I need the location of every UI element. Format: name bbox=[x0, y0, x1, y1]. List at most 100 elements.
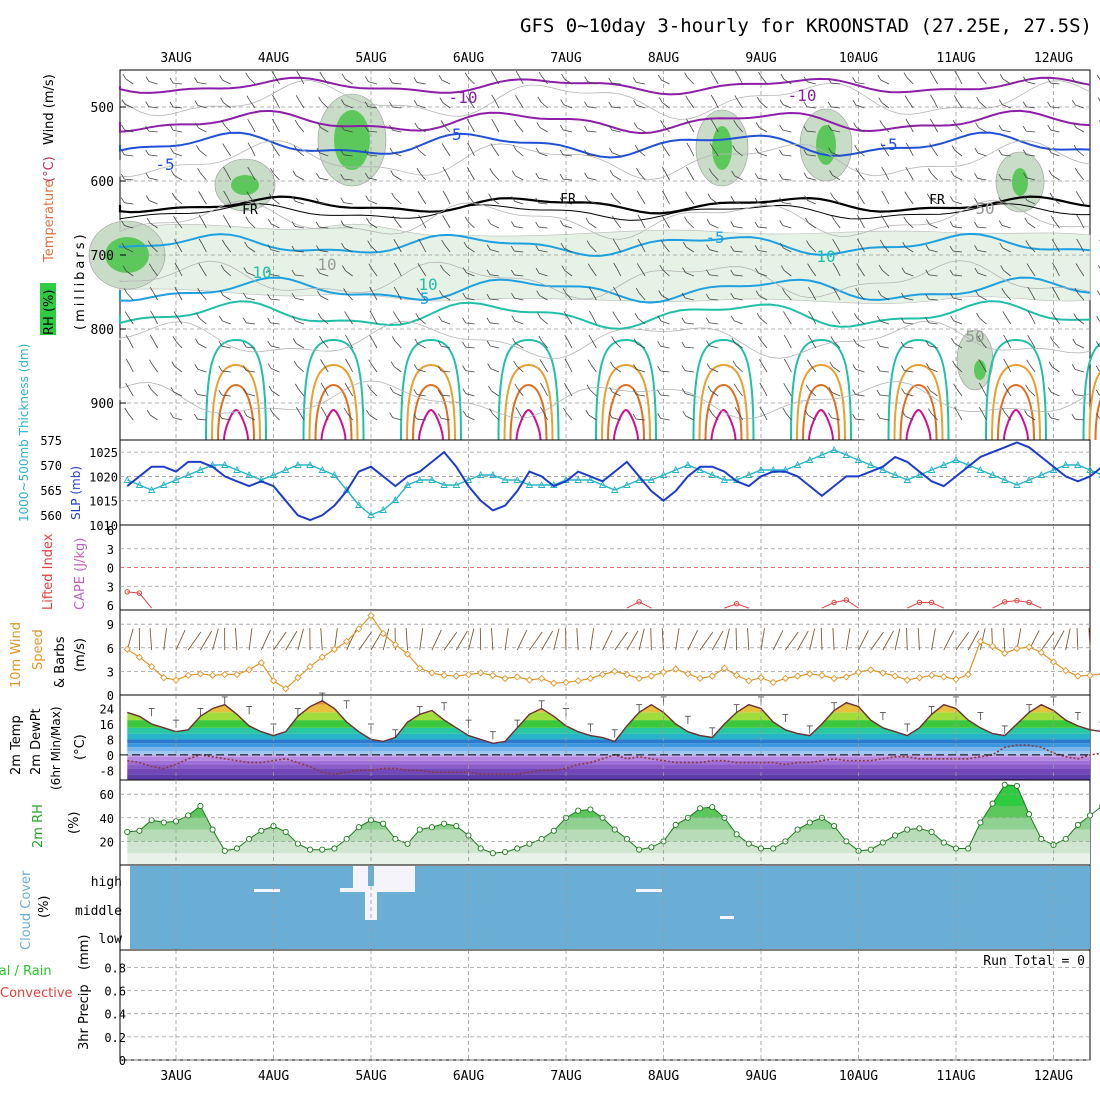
rh-point bbox=[611, 826, 618, 833]
surface-wind-barb bbox=[1053, 630, 1065, 651]
run-total: Run Total = 0 bbox=[983, 954, 1085, 969]
rh-point bbox=[550, 827, 557, 834]
lifted-index-point bbox=[124, 589, 130, 595]
upper-wind-barb-flag bbox=[754, 197, 759, 204]
wind-speed-point bbox=[1013, 644, 1021, 653]
temp-band bbox=[127, 751, 1090, 755]
upper-wind-barb-flag bbox=[1003, 334, 1007, 341]
contour-label: FR bbox=[929, 193, 945, 208]
upper-wind-barb bbox=[396, 316, 402, 325]
rh-point bbox=[806, 819, 813, 826]
date-label: 7AUG bbox=[550, 51, 581, 66]
upper-wind-barb bbox=[689, 147, 695, 157]
upper-wind-barb-flag bbox=[658, 97, 663, 103]
upper-wind-barb-flag bbox=[413, 389, 418, 395]
wind-speed-point bbox=[477, 669, 485, 677]
upper-wind-barb-flag bbox=[878, 97, 883, 103]
upper-wind-barb-flag bbox=[905, 166, 910, 173]
date-label: 4AUG bbox=[258, 1069, 289, 1084]
upper-wind-barb-flag bbox=[974, 147, 979, 154]
upper-wind-barb bbox=[980, 340, 987, 349]
upper-wind-barb-flag bbox=[271, 71, 276, 77]
upper-wind-barb-flag bbox=[759, 406, 764, 413]
thickness-point bbox=[537, 481, 546, 488]
upper-wind-barb-flag bbox=[783, 358, 788, 365]
upper-wind-barb bbox=[343, 129, 353, 133]
upper-wind-barb bbox=[855, 394, 865, 397]
upper-wind-barb-flag bbox=[686, 166, 690, 173]
upper-wind-barb bbox=[371, 364, 378, 373]
upper-wind-barb bbox=[956, 100, 963, 109]
upper-wind-barb bbox=[1003, 270, 1011, 277]
upper-wind-barb bbox=[833, 197, 841, 205]
upper-wind-barb-flag bbox=[827, 101, 832, 108]
thickness-point bbox=[233, 466, 241, 473]
upper-wind-barb-flag bbox=[437, 341, 442, 347]
upper-wind-barb-flag bbox=[559, 149, 564, 156]
upper-wind-barb bbox=[831, 391, 841, 397]
temp-tick: -8 bbox=[100, 764, 114, 778]
upper-wind-barb bbox=[298, 100, 305, 109]
upper-wind-barb bbox=[760, 340, 768, 349]
upper-wind-barb bbox=[392, 106, 402, 109]
upper-wind-barb-flag bbox=[295, 383, 299, 390]
upper-wind-barb bbox=[518, 412, 524, 421]
warm-lobe-contour bbox=[802, 383, 840, 441]
upper-wind-barb-flag bbox=[950, 196, 954, 202]
rh-point bbox=[392, 835, 399, 843]
upper-wind-barb bbox=[489, 274, 499, 277]
rh-point bbox=[697, 805, 704, 812]
upper-wind-barb-flag bbox=[661, 143, 665, 149]
wind-barbs-surface bbox=[126, 627, 1091, 651]
wind-speed-point bbox=[123, 645, 131, 653]
upper-wind-barb bbox=[1027, 222, 1036, 229]
upper-wind-barb-flag bbox=[319, 335, 323, 342]
upper-wind-barb bbox=[538, 202, 548, 205]
upper-wind-barb bbox=[323, 411, 329, 421]
upper-wind-barb-flag bbox=[856, 191, 861, 197]
wind-speed-point bbox=[635, 674, 643, 683]
upper-wind-barb-flag bbox=[584, 125, 588, 132]
upper-wind-barb-flag bbox=[488, 385, 492, 392]
date-label: 3AUG bbox=[160, 1069, 191, 1084]
upper-wind-barb-flag bbox=[437, 413, 442, 419]
upper-wind-barb bbox=[1001, 178, 1011, 181]
upper-wind-barb bbox=[1030, 339, 1036, 349]
upper-wind-barb-flag bbox=[780, 73, 785, 80]
upper-wind-barb-flag bbox=[486, 244, 491, 250]
upper-wind-barb-flag bbox=[172, 336, 177, 342]
warm-lobe-contour bbox=[991, 363, 1041, 441]
upper-wind-barb bbox=[831, 417, 841, 421]
wind-speed-point bbox=[403, 650, 412, 658]
upper-wind-barb-flag bbox=[611, 215, 616, 222]
upper-wind-barb-flag bbox=[171, 192, 176, 199]
upper-wind-barb bbox=[1029, 364, 1036, 373]
upper-wind-barb-flag bbox=[758, 71, 762, 78]
upper-wind-barb bbox=[153, 315, 158, 325]
upper-wind-barb-flag bbox=[243, 267, 248, 273]
upper-wind-barb bbox=[661, 295, 670, 301]
upper-wind-barb bbox=[855, 369, 865, 373]
upper-wind-barb-flag bbox=[662, 190, 666, 197]
rh-point bbox=[831, 822, 838, 830]
upper-wind-barb-flag bbox=[610, 361, 614, 367]
upper-wind-barb bbox=[394, 341, 402, 349]
upper-wind-barb bbox=[758, 295, 768, 301]
upper-wind-barb-flag bbox=[1050, 215, 1055, 221]
upper-wind-barb bbox=[710, 198, 719, 205]
rh-band bbox=[127, 829, 1090, 842]
upper-wind-barb bbox=[636, 343, 646, 349]
upper-wind-barb-flag bbox=[708, 408, 713, 414]
upper-wind-barb bbox=[684, 370, 694, 373]
temp-band bbox=[127, 774, 1090, 780]
upper-wind-barb-flag bbox=[462, 365, 466, 371]
upper-wind-barb bbox=[807, 414, 816, 421]
upper-wind-barb bbox=[221, 345, 231, 349]
wind-speed-point bbox=[355, 625, 363, 633]
upper-wind-barb bbox=[490, 368, 500, 373]
wind-grid bbox=[120, 610, 1090, 695]
upper-wind-barb-flag bbox=[147, 384, 152, 390]
upper-wind-barb bbox=[689, 171, 695, 181]
upper-wind-barb-flag bbox=[267, 317, 271, 324]
